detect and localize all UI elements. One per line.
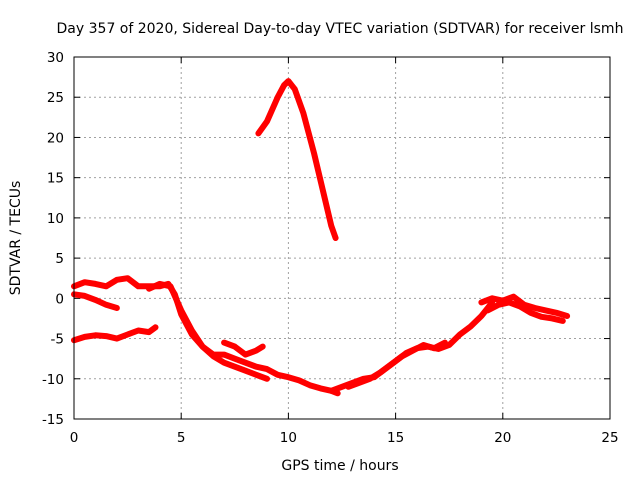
x-axis-label: GPS time / hours bbox=[281, 458, 398, 474]
x-tick-label: 10 bbox=[280, 430, 297, 446]
y-tick-label: 10 bbox=[47, 211, 64, 227]
series-line-arc-8 bbox=[345, 339, 448, 390]
series-line-arc-5 bbox=[221, 339, 266, 358]
x-tick-label: 0 bbox=[70, 430, 79, 446]
series-line-arc-6 bbox=[255, 78, 339, 241]
y-tick-label: 25 bbox=[47, 90, 64, 106]
x-tick-label: 15 bbox=[387, 430, 404, 446]
y-axis-label: SDTVAR / TECUs bbox=[8, 181, 24, 296]
x-tick-label: 5 bbox=[177, 430, 186, 446]
series-line-arc-4 bbox=[146, 280, 270, 382]
y-tick-label: -10 bbox=[42, 372, 64, 388]
series-line-arc-9 bbox=[478, 293, 571, 319]
y-tick-label: -5 bbox=[51, 332, 64, 348]
x-tick-label: 20 bbox=[494, 430, 511, 446]
y-tick-label: 5 bbox=[55, 251, 64, 267]
grid bbox=[74, 57, 610, 419]
series-line-arc-7 bbox=[328, 299, 496, 394]
series-group bbox=[71, 78, 571, 397]
chart-title: Day 357 of 2020, Sidereal Day-to-day VTE… bbox=[57, 21, 624, 37]
series-line-arc-10 bbox=[484, 299, 566, 324]
y-tick-label: -15 bbox=[42, 412, 64, 428]
series-line-arc-3 bbox=[71, 324, 159, 344]
x-tick-label: 25 bbox=[601, 430, 618, 446]
y-tick-label: 20 bbox=[47, 130, 64, 146]
y-tick-label: 15 bbox=[47, 171, 64, 187]
y-tick-label: 0 bbox=[55, 291, 64, 307]
axis-ticks: 0 5 10 15 20 25 -15 -10 -5 0 5 10 15 20 25 30 bbox=[42, 50, 619, 446]
y-tick-label: 30 bbox=[47, 50, 64, 66]
series-line-arc-2 bbox=[71, 291, 120, 311]
plot-frame bbox=[73, 56, 611, 420]
